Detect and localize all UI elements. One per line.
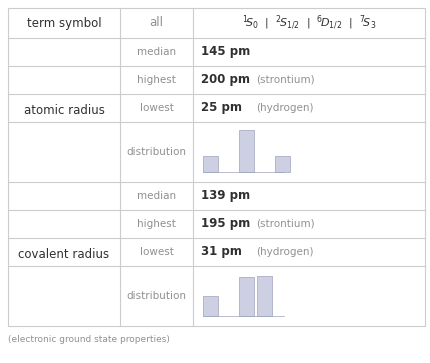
Text: 139 pm: 139 pm [201, 189, 250, 203]
Bar [8, 8, 425, 326]
Text: (electronic ground state properties): (electronic ground state properties) [8, 335, 170, 344]
Text: lowest: lowest [140, 247, 173, 257]
Text: (hydrogen): (hydrogen) [256, 103, 313, 113]
Text: $^1\!S_0$  |  $^2\!S_{1/2}$  |  $^6\!D_{1/2}$  |  $^7\!S_3$: $^1\!S_0$ | $^2\!S_{1/2}$ | $^6\!D_{1/2}… [242, 14, 376, 32]
Bar [203, 296, 218, 316]
Text: 195 pm: 195 pm [201, 217, 250, 231]
Text: distribution: distribution [126, 147, 187, 157]
Text: highest: highest [137, 75, 176, 85]
Text: all: all [150, 16, 163, 29]
Text: atomic radius: atomic radius [24, 103, 104, 117]
Text: (hydrogen): (hydrogen) [256, 247, 313, 257]
Text: median: median [137, 47, 176, 57]
Text: covalent radius: covalent radius [18, 248, 110, 261]
Bar [239, 277, 254, 316]
Text: (strontium): (strontium) [256, 219, 315, 229]
Text: 25 pm: 25 pm [201, 102, 242, 114]
Text: distribution: distribution [126, 291, 187, 301]
Text: 200 pm: 200 pm [201, 73, 250, 86]
Text: (strontium): (strontium) [256, 75, 315, 85]
Text: term symbol: term symbol [27, 16, 101, 29]
Bar [203, 156, 218, 172]
Text: median: median [137, 191, 176, 201]
Text: 31 pm: 31 pm [201, 245, 242, 258]
Bar [239, 130, 254, 172]
Bar [275, 156, 290, 172]
Text: 145 pm: 145 pm [201, 45, 250, 58]
Bar [257, 276, 272, 316]
Text: lowest: lowest [140, 103, 173, 113]
Text: highest: highest [137, 219, 176, 229]
